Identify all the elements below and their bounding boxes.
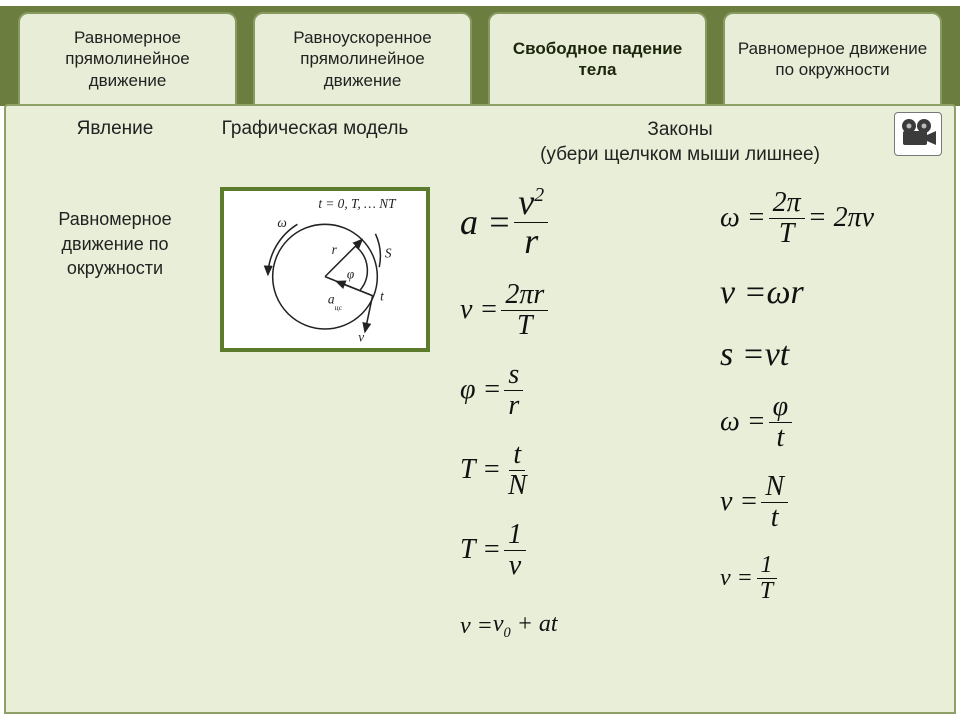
tab-circular[interactable]: Равномерное движение по окружности [723,12,942,106]
diag-label-v: v [358,330,364,345]
formula[interactable]: T = tN [460,439,710,501]
formula[interactable]: v = 2πrT [460,279,710,341]
formulas-right-col: ω = 2πT = 2πν v = ωr s = vt ω = φt ν = Nt ν =… [720,187,960,619]
column-headers: Явление Графическая модель Законы (убери… [20,118,940,167]
header-laws-line1: Законы [647,119,712,140]
header-laws-line2: (убери щелчком мыши лишнее) [540,144,820,165]
diag-label-phi: φ [347,267,354,282]
formula[interactable]: φ = sr [460,359,710,421]
formula[interactable]: v = v0 + at [460,599,710,653]
diag-label-r: r [332,242,338,257]
header-model: Графическая модель [210,118,420,140]
formula[interactable]: v = ωr [720,267,960,319]
header-laws: Законы (убери щелчком мыши лишнее) [420,118,940,167]
tab-free-fall[interactable]: Свободное падение тела [488,12,707,106]
formula[interactable]: ν = Nt [720,471,960,533]
phenomenon-label: Равномерное движение по окружности [20,207,210,280]
tab-uniform-linear[interactable]: Равномерное прямолинейное движение [18,12,237,106]
formulas-left-col: a = v2r v = 2πrT φ = sr T = tN T = 1ν v = v0 … [460,187,710,667]
diag-label-tpoint: t [380,289,384,304]
content-area: Равномерное движение по окружности [20,179,940,719]
stage: Равномерное прямолинейное движение Равно… [0,0,960,720]
movie-camera-icon [898,117,938,151]
formula[interactable]: a = v2r [460,187,710,257]
diag-label-omega: ω [277,216,286,231]
circle-diagram: t = 0, T, … NT ω S r φ a цс t v [224,191,426,348]
camera-icon[interactable] [894,112,942,156]
formula[interactable]: s = vt [720,329,960,381]
formula[interactable]: ω = φt [720,391,960,453]
content-panel: Явление Графическая модель Законы (убери… [4,104,956,714]
header-phenomenon: Явление [20,118,210,140]
diag-label-s-arc: S [385,246,392,261]
formula[interactable]: ν = 1T [720,551,960,605]
graphical-model: t = 0, T, … NT ω S r φ a цс t v [220,187,430,352]
formula[interactable]: ω = 2πT = 2πν [720,187,960,249]
formulas-area: a = v2r v = 2πrT φ = sr T = tN T = 1ν v = v0 … [450,187,960,717]
diag-label-a-sub: цс [335,303,343,312]
tab-accelerated-linear[interactable]: Равноускоренное прямолинейное движение [253,12,472,106]
diag-label-t: t = 0, T, … NT [318,197,397,212]
tab-bar: Равномерное прямолинейное движение Равно… [0,6,960,106]
formula[interactable]: T = 1ν [460,519,710,581]
